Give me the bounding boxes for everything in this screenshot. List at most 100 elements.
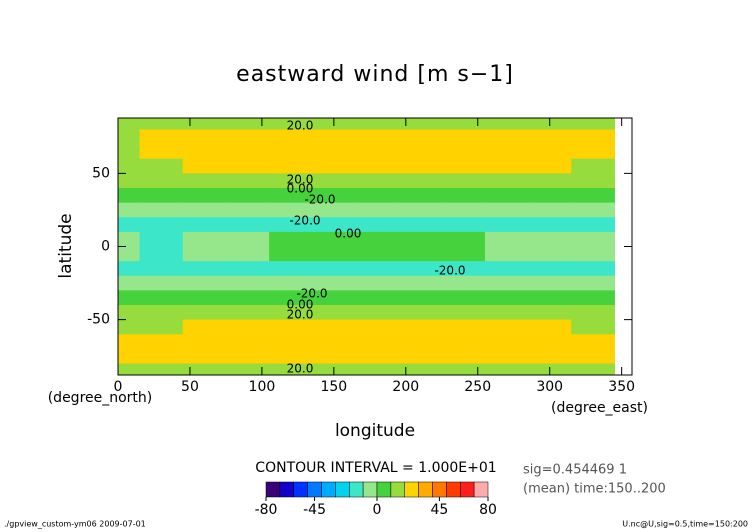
field-cell xyxy=(182,231,227,247)
x-tick-label: 200 xyxy=(392,379,419,395)
field-cell xyxy=(269,173,313,189)
field-cell xyxy=(571,173,615,189)
colorbar-box xyxy=(446,481,461,498)
field-cell xyxy=(269,202,313,218)
field-cell xyxy=(312,129,356,145)
colorbar-tick-label: 80 xyxy=(479,502,497,518)
colorbar-box xyxy=(376,481,392,498)
field-cell xyxy=(139,319,184,335)
field-cell xyxy=(355,217,400,233)
field-cell xyxy=(269,348,313,365)
field-cell xyxy=(139,334,184,350)
field-cell xyxy=(398,348,443,365)
field-cell xyxy=(225,305,270,321)
field-cell xyxy=(182,305,227,321)
field-cell xyxy=(312,217,356,233)
field-cell xyxy=(355,231,400,247)
field-cell xyxy=(528,144,572,160)
field-cell xyxy=(225,290,270,306)
field-cell xyxy=(182,118,227,130)
field-cell xyxy=(484,158,529,174)
field-cell xyxy=(269,275,313,291)
field-cell xyxy=(528,305,572,321)
field-cell xyxy=(571,275,615,291)
field-cell xyxy=(118,290,141,306)
field-cell xyxy=(398,231,443,247)
field-cell xyxy=(571,217,615,233)
field-cell xyxy=(118,173,141,189)
contour-label: -20.0 xyxy=(304,193,335,207)
field-cell xyxy=(225,334,270,350)
field-cell xyxy=(355,118,400,130)
field-cell xyxy=(118,348,141,365)
field-cell xyxy=(528,129,572,145)
field-cell xyxy=(182,158,227,174)
field-cell xyxy=(398,334,443,350)
field-cell xyxy=(441,334,486,350)
field-cell xyxy=(312,187,356,204)
field-cell xyxy=(118,158,141,174)
footer-left: ./gpview_custom-ym06 2009-07-01 xyxy=(4,520,146,529)
colorbar-box xyxy=(349,481,364,498)
x-tick-label: 50 xyxy=(181,379,199,395)
field-cell xyxy=(182,290,227,306)
field-cell xyxy=(571,231,615,247)
field-cell xyxy=(528,187,572,204)
field-cell xyxy=(312,231,356,247)
field-cell xyxy=(118,246,141,262)
field-cell xyxy=(484,261,529,277)
field-cell xyxy=(441,118,486,130)
field-cell xyxy=(269,118,313,130)
field-cell xyxy=(355,158,400,174)
field-cell xyxy=(484,246,529,262)
field-cell xyxy=(312,158,356,174)
field-cell xyxy=(225,129,270,145)
field-cell xyxy=(182,363,227,375)
field-cell xyxy=(269,246,313,262)
field-cell xyxy=(571,348,615,365)
field-cell xyxy=(571,246,615,262)
field-cell xyxy=(398,158,443,174)
field-cell xyxy=(139,348,184,365)
field-cell xyxy=(139,202,184,218)
field-cell xyxy=(355,334,400,350)
field-cell xyxy=(312,290,356,306)
field-cell xyxy=(441,173,486,189)
field-cell xyxy=(484,334,529,350)
field-cell xyxy=(484,231,529,247)
field-cell xyxy=(398,319,443,335)
field-cell xyxy=(269,319,313,335)
field-cell xyxy=(355,305,400,321)
field-cell xyxy=(118,275,141,291)
field-cell xyxy=(484,348,529,365)
field-cell xyxy=(571,187,615,204)
contour-label: 0.00 xyxy=(287,182,314,196)
field-cell xyxy=(528,158,572,174)
field-cell xyxy=(139,217,184,233)
field-cell xyxy=(484,319,529,335)
field-cell xyxy=(528,231,572,247)
x-tick-label: 250 xyxy=(464,379,491,395)
field-cell xyxy=(118,334,141,350)
field-cell xyxy=(182,144,227,160)
field-cell xyxy=(571,334,615,350)
field-cell xyxy=(441,363,486,375)
field-cell xyxy=(355,187,400,204)
x-tick-label: 350 xyxy=(608,379,635,395)
contour-label: 0.00 xyxy=(335,227,362,241)
x-tick-label: 100 xyxy=(249,379,276,395)
field-cell xyxy=(398,363,443,375)
field-cell xyxy=(441,231,486,247)
field-cell xyxy=(225,319,270,335)
chart-title: eastward wind [m s−1] xyxy=(236,62,514,87)
field-cell xyxy=(528,275,572,291)
field-cell xyxy=(398,217,443,233)
field-cell xyxy=(269,305,313,321)
field-cell xyxy=(528,217,572,233)
field-cell xyxy=(441,217,486,233)
field-cell xyxy=(182,187,227,204)
field-cell xyxy=(225,217,270,233)
field-cell xyxy=(225,246,270,262)
colorbar-box xyxy=(362,481,378,498)
field-cell xyxy=(441,290,486,306)
